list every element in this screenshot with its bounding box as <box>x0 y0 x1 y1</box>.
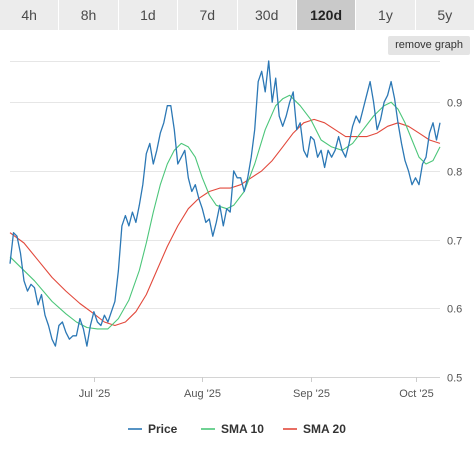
legend-label: SMA 20 <box>303 422 346 436</box>
legend-label: SMA 10 <box>221 422 264 436</box>
chart-legend: Price SMA 10 SMA 20 <box>128 422 346 436</box>
x-tick-label: Aug '25 <box>184 388 221 400</box>
y-axis-labels: 0.5 0.6 0.7 0.8 0.9 <box>447 98 462 385</box>
series-line-sma-20 <box>9 118 441 327</box>
series-line-sma-10 <box>9 94 441 330</box>
tab-1d[interactable]: 1d <box>118 0 179 30</box>
legend-label: Price <box>148 422 178 436</box>
remove-graph-button[interactable]: remove graph <box>388 36 470 55</box>
y-tick-label: 0.8 <box>447 167 462 179</box>
y-tick-label: 0.5 <box>447 373 462 385</box>
legend-item-sma-20[interactable]: SMA 20 <box>283 422 346 436</box>
price-chart: 0.5 0.6 0.7 0.8 0.9 Jul '25 Aug '25 Sep '25 Oct… <box>9 60 462 436</box>
series-line-price <box>9 60 441 347</box>
tab-4h[interactable]: 4h <box>0 0 60 30</box>
tab-120d[interactable]: 120d <box>296 0 357 30</box>
y-tick-label: 0.6 <box>447 304 462 316</box>
chart-series <box>9 60 441 347</box>
legend-item-sma-10[interactable]: SMA 10 <box>201 422 264 436</box>
tab-30d[interactable]: 30d <box>237 0 297 30</box>
x-axis-labels: Jul '25 Aug '25 Sep '25 Oct '25 <box>79 377 434 400</box>
tab-5y[interactable]: 5y <box>415 0 474 30</box>
timeframe-tabs: 4h 8h 1d 7d 30d 120d 1y 5y <box>0 0 474 30</box>
chart-grid <box>10 61 440 378</box>
x-tick-label: Jul '25 <box>79 388 110 400</box>
y-tick-label: 0.9 <box>447 98 462 110</box>
x-tick-label: Oct '25 <box>399 388 434 400</box>
tab-1y[interactable]: 1y <box>356 0 416 30</box>
legend-item-price[interactable]: Price <box>128 422 178 436</box>
tab-8h[interactable]: 8h <box>59 0 119 30</box>
y-tick-label: 0.7 <box>447 236 462 248</box>
tab-7d[interactable]: 7d <box>178 0 238 30</box>
x-tick-label: Sep '25 <box>293 388 330 400</box>
